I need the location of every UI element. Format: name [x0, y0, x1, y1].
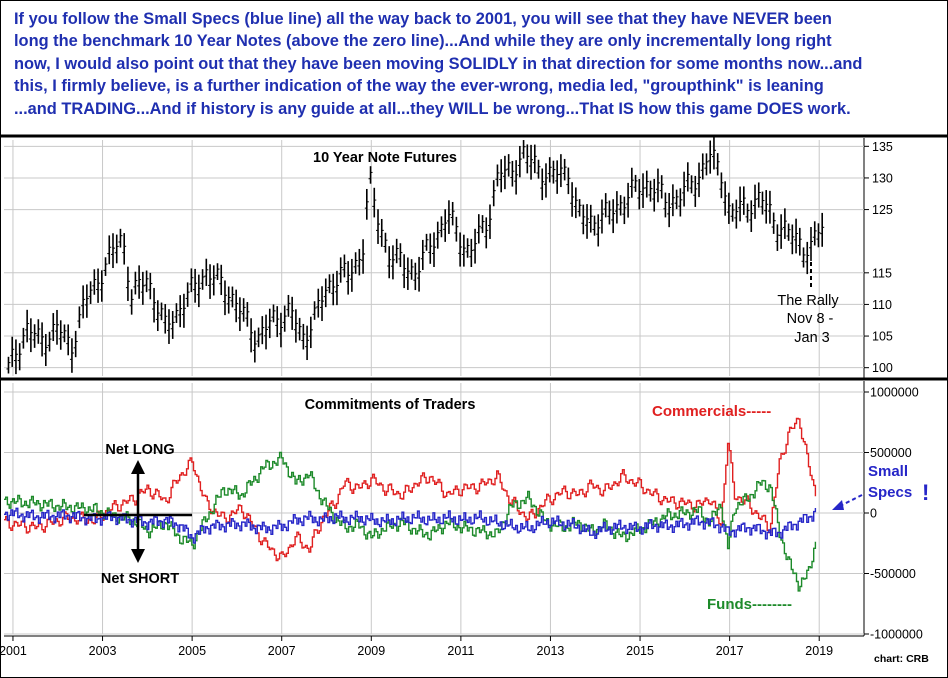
cot-y-tick-label: 500000 — [870, 446, 912, 460]
small-specs-arrow-icon — [832, 494, 863, 510]
commercials-label: Commercials----- — [652, 403, 771, 420]
annotation-line: now, I would also point out that they ha… — [14, 54, 863, 73]
cot-y-tick-label: 1000000 — [870, 386, 919, 400]
small-specs-exclamation: ! — [922, 480, 929, 505]
annotation-line: ...and TRADING...And if history is any g… — [14, 99, 851, 118]
rally-annotation-line-1: The Rally — [777, 293, 839, 309]
small-specs-label-1: Small — [868, 463, 908, 480]
x-tick-label: 2015 — [626, 644, 654, 658]
net-short-label: Net SHORT — [101, 571, 179, 587]
cot-y-tick-label: 0 — [870, 507, 877, 521]
price-y-tick-label: 125 — [872, 203, 893, 217]
annotation-line: this, I firmly believe, is a further ind… — [14, 77, 824, 96]
price-bars-layer — [6, 136, 825, 375]
funds-label: Funds-------- — [707, 596, 792, 613]
x-tick-label: 2003 — [89, 644, 117, 658]
price-y-tick-label: 105 — [872, 330, 893, 344]
x-tick-label: 2007 — [268, 644, 296, 658]
rally-annotation-line-3: Jan 3 — [794, 330, 829, 346]
price-y-tick-label: 110 — [872, 298, 892, 312]
annotation-line: If you follow the Small Specs (blue line… — [14, 10, 832, 28]
x-tick-label: 2019 — [805, 644, 833, 658]
price-chart-title: 10 Year Note Futures — [313, 150, 457, 166]
tick-labels-layer: 2001 2003 2005 2007 2009 2011 2013 2015 2017 2019… — [0, 140, 923, 658]
chart-credit: chart: CRB — [874, 653, 929, 665]
x-tick-label: 2001 — [0, 644, 27, 658]
price-y-tick-label: 130 — [872, 171, 893, 185]
rally-annotation-line-2: Nov 8 - — [787, 311, 834, 327]
x-tick-label: 2009 — [357, 644, 385, 658]
annotation-text-block: If you follow the Small Specs (blue line… — [14, 8, 938, 120]
cot-series-line-commercials — [4, 417, 817, 562]
small-specs-label-2: Specs — [868, 484, 912, 501]
cot-y-tick-label: -1000000 — [870, 628, 923, 642]
cot-chart-title: Commitments of Traders — [305, 397, 476, 413]
price-y-tick-label: 135 — [872, 140, 893, 154]
net-arrow-icon — [84, 460, 192, 563]
x-tick-label: 2013 — [537, 644, 565, 658]
x-tick-label: 2011 — [447, 644, 474, 658]
net-long-label: Net LONG — [105, 442, 174, 458]
cot-series-line-small-specs — [4, 507, 817, 544]
annotation-line: long the benchmark 10 Year Notes (above … — [14, 32, 832, 51]
cot-y-tick-label: -500000 — [870, 567, 916, 581]
price-y-tick-label: 100 — [872, 361, 893, 375]
price-y-tick-label: 115 — [872, 266, 892, 280]
x-tick-label: 2005 — [178, 644, 206, 658]
x-tick-label: 2017 — [716, 644, 744, 658]
grid-layer — [4, 140, 869, 641]
